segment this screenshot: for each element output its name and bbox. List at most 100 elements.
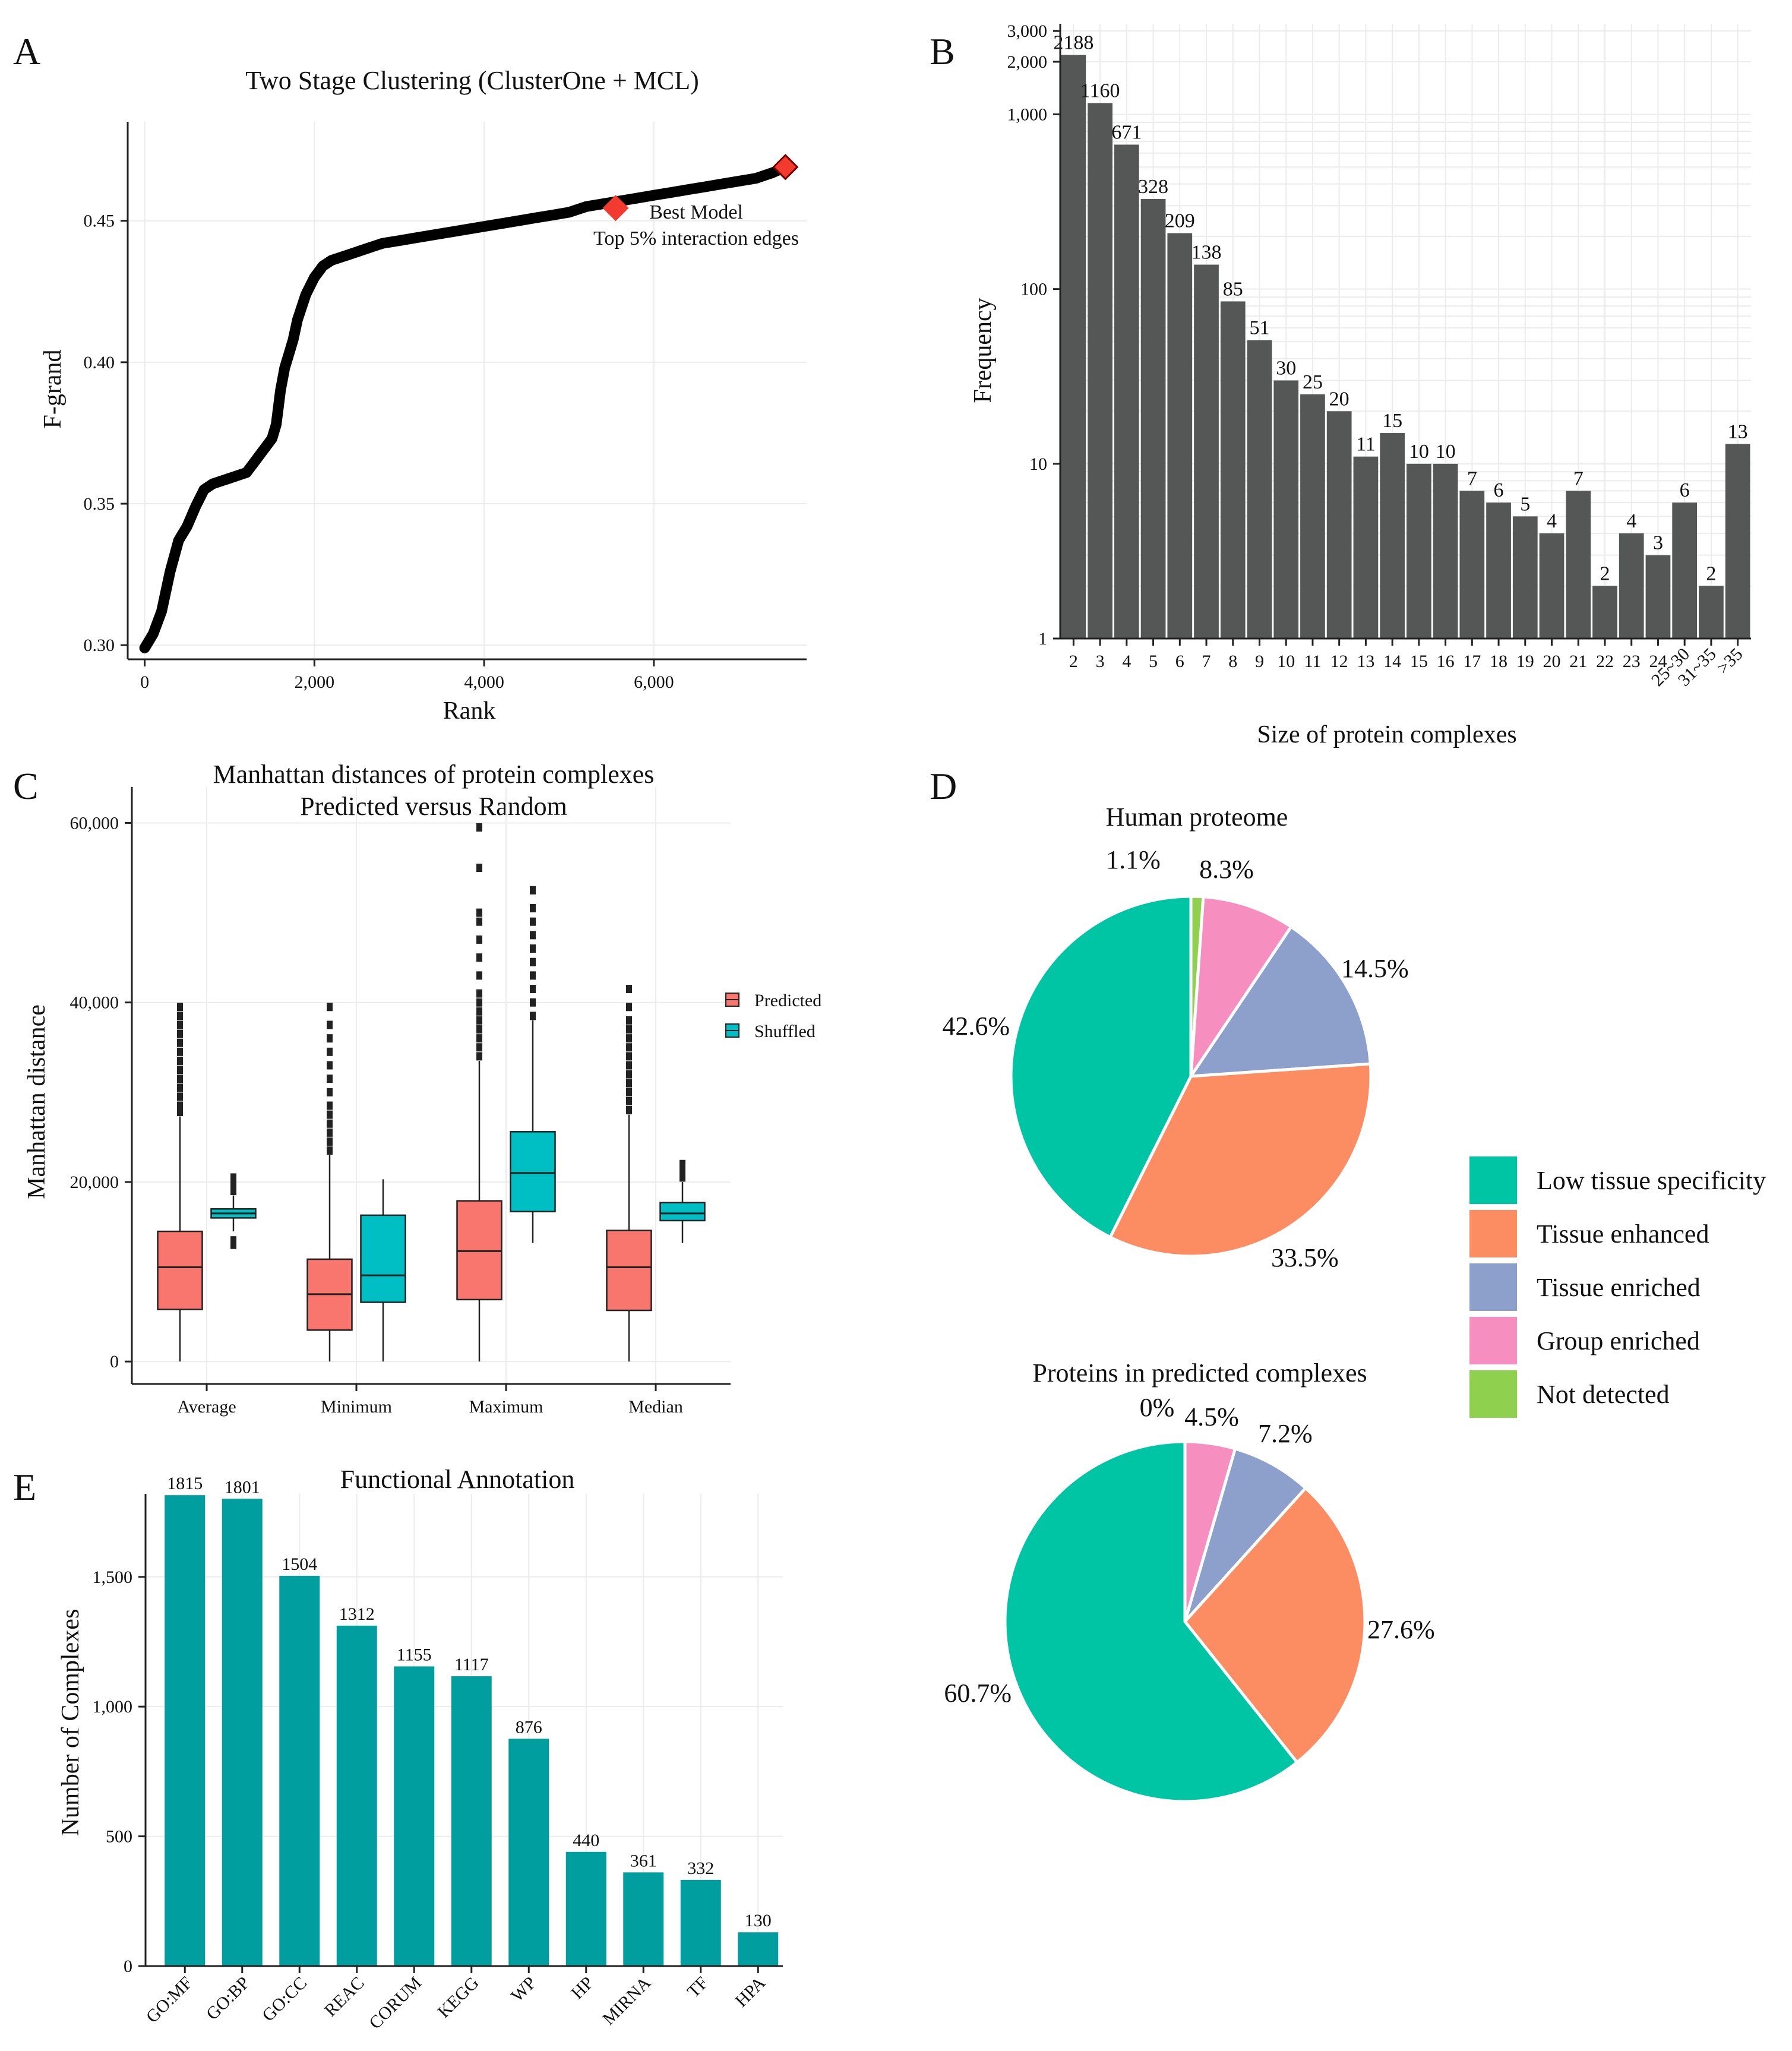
bar-value-label: 6 — [1494, 479, 1504, 501]
outlier-point — [476, 971, 482, 980]
bar-value-label: 361 — [630, 1851, 657, 1870]
bar-go-mf — [165, 1495, 206, 1966]
legend-swatch-group-enriched — [1469, 1317, 1517, 1364]
tick-label-y: 0 — [110, 1352, 119, 1371]
outlier-point — [530, 904, 536, 913]
tick-label-y: 0.40 — [84, 353, 115, 372]
panel-c-tick-labels: 0 20,000 40,000 60,000 Average Minimum Maximum… — [70, 813, 683, 1417]
bar-size-12 — [1326, 411, 1352, 639]
tick-label-x: WP — [507, 1973, 540, 2006]
bar-reac — [336, 1625, 377, 1966]
bar-value-label: 7 — [1467, 467, 1477, 489]
fgrand-curve-line — [139, 162, 791, 653]
bar-value-label: 1815 — [167, 1474, 203, 1493]
bar-tf — [680, 1879, 721, 1966]
pie-slice-tissue-enriched — [1183, 1446, 1308, 1623]
bar-value-label: 25 — [1303, 371, 1323, 393]
tick-label-y: 0.30 — [84, 636, 115, 655]
bar-size-22 — [1592, 586, 1617, 639]
bar-value-label: 1117 — [454, 1655, 489, 1674]
outlier-point — [679, 1164, 685, 1173]
bar-hpa — [738, 1932, 779, 1966]
tick-label-x: 17 — [1463, 652, 1481, 671]
tick-label-x: 18 — [1490, 652, 1507, 671]
bar-value-label: 2 — [1706, 562, 1716, 584]
box-iqr — [659, 1202, 706, 1222]
panel-c-letter: C — [13, 765, 39, 807]
outlier-point — [230, 1177, 236, 1186]
pie-label-tissue-enriched: 7.2% — [1258, 1419, 1313, 1448]
tick-label-x: 9 — [1255, 652, 1264, 671]
legend-swatch-not-detected — [1469, 1370, 1517, 1418]
bar-size->35 — [1725, 444, 1750, 639]
bar-value-label: 7 — [1573, 467, 1584, 489]
panel-c-axes — [125, 787, 731, 1391]
outlier-point — [530, 971, 536, 980]
pie-label-low-tissue-specificity: 42.6% — [942, 1012, 1010, 1041]
tick-label-x: 4,000 — [464, 672, 504, 692]
outlier-point — [476, 823, 482, 832]
bar-size-7 — [1194, 264, 1219, 639]
legend-swatch-low-tissue-specificity — [1469, 1156, 1517, 1204]
tick-label-x: 11 — [1304, 652, 1321, 671]
bar-size-8 — [1220, 301, 1246, 639]
panel-b-x-axis-label: Size of protein complexes — [1257, 721, 1516, 748]
bar-size-11 — [1300, 394, 1325, 639]
bar-size-18 — [1486, 503, 1511, 639]
pie-slice-tissue-enhanced — [1183, 1486, 1367, 1765]
tick-label-x: GO:BP — [203, 1973, 254, 2024]
outlier-point — [476, 917, 482, 926]
outlier-point — [177, 1047, 183, 1056]
panel-a-title: Two Stage Clustering (ClusterOne + MCL) — [245, 66, 699, 95]
outlier-point — [626, 1052, 632, 1061]
outlier-point — [626, 985, 632, 994]
panel-d-pie2-title: Proteins in predicted complexes — [1032, 1358, 1367, 1388]
outlier-point — [679, 1159, 685, 1168]
bar-size-24 — [1645, 555, 1671, 639]
annotation-legend-marker — [602, 195, 629, 222]
bar-go-bp — [222, 1499, 263, 1966]
tick-label-x: 12 — [1330, 652, 1348, 671]
tick-label-x: Maximum — [469, 1397, 543, 1417]
panel-a-letter: A — [13, 30, 40, 72]
outlier-point — [476, 998, 482, 1007]
tick-label-x: 20 — [1543, 652, 1561, 671]
outlier-point — [476, 935, 482, 944]
bar-size-31~35 — [1699, 586, 1724, 639]
outlier-point — [476, 864, 482, 873]
tick-label-x: 23 — [1623, 652, 1641, 671]
boxplot-predicted-minimum — [306, 1003, 353, 1362]
bar-value-label: 209 — [1165, 210, 1195, 232]
bar-value-label: 11 — [1356, 434, 1376, 456]
legend-swatch-tissue-enriched — [1469, 1263, 1517, 1311]
outlier-point — [626, 1070, 632, 1079]
outlier-point — [177, 1066, 183, 1075]
best-model-point — [772, 154, 799, 181]
bar-size-19 — [1512, 516, 1538, 639]
panel-a-x-axis-label: Rank — [443, 697, 496, 725]
panel-c-y-axis-label: Manhattan distance — [23, 1004, 50, 1199]
pie-slice-low-tissue-specificity — [1003, 1440, 1300, 1803]
pie-label-tissue-enhanced: 27.6% — [1367, 1615, 1435, 1644]
bar-value-label: 1155 — [397, 1645, 432, 1664]
tick-label-x: 16 — [1437, 652, 1455, 671]
legend-label-not-detected: Not detected — [1537, 1380, 1670, 1409]
tick-label-y: 20,000 — [70, 1173, 119, 1192]
panel-a-annotation: Best Model Top 5% interaction edges — [593, 201, 799, 249]
outlier-point — [530, 944, 536, 953]
bar-kegg — [451, 1676, 492, 1966]
tick-label-y: 100 — [1020, 280, 1047, 299]
outlier-point — [476, 1025, 482, 1034]
panel-e-letter: E — [13, 1466, 36, 1508]
panel-b-y-axis-label: Frequency — [969, 298, 997, 403]
bar-mirna — [623, 1872, 664, 1966]
panel-a-fgrand-curve — [139, 154, 799, 653]
box-iqr — [456, 1200, 502, 1301]
bar-value-label: 1504 — [282, 1554, 317, 1574]
outlier-point — [327, 1137, 333, 1146]
bar-size-2 — [1061, 55, 1086, 639]
legend-swatch-tissue-enhanced — [1469, 1210, 1517, 1257]
tick-label-y: 10 — [1029, 454, 1047, 474]
